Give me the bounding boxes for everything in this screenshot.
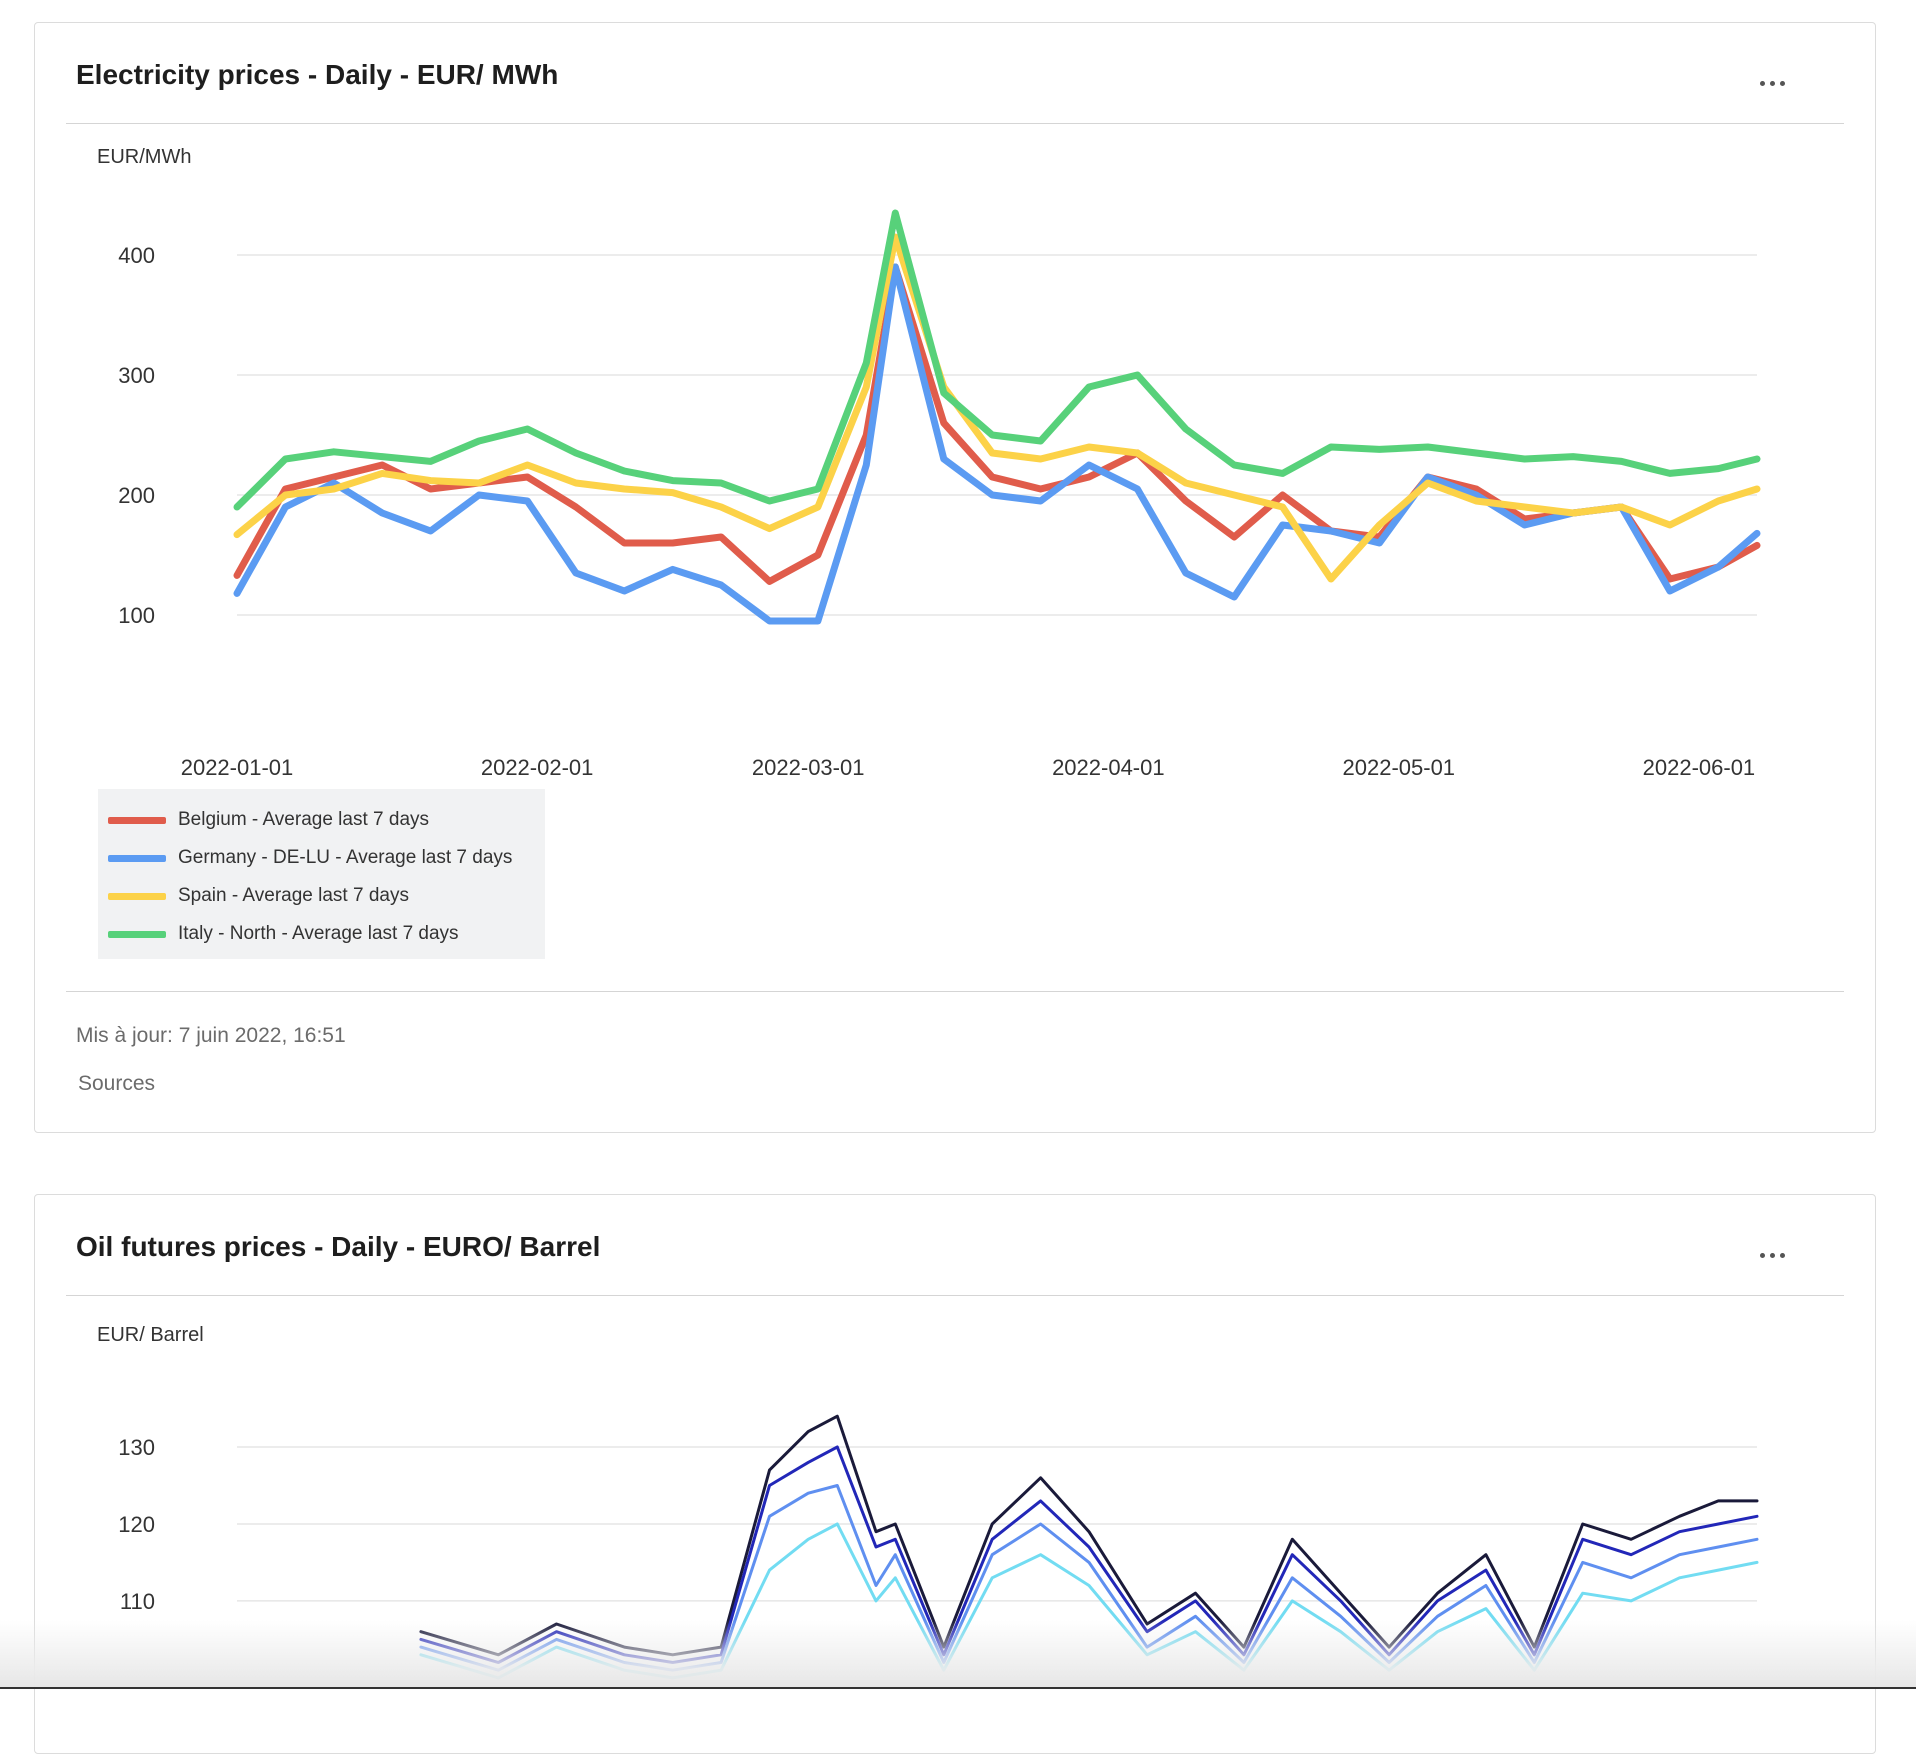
legend-label: Belgium - Average last 7 days xyxy=(178,809,430,830)
x-tick-label: 2022-04-01 xyxy=(1052,755,1165,780)
legend-swatch xyxy=(108,816,166,824)
x-tick-label: 2022-02-01 xyxy=(481,755,594,780)
x-tick-label: 2022-05-01 xyxy=(1343,755,1456,780)
x-tick-label: 2022-06-01 xyxy=(1643,755,1756,780)
electricity-chart-legend: Belgium - Average last 7 days Germany - D… xyxy=(98,789,545,959)
series-line-1 xyxy=(233,263,1761,585)
electricity-chart: EUR/MWh 100 200 300 400 2022-01-01 2022-02-01 2… xyxy=(97,146,1761,780)
y-tick-label: 120 xyxy=(118,1512,155,1537)
oil-chart-title: Oil futures prices - Daily - EURO/ Barre… xyxy=(76,1231,601,1262)
legend-swatch xyxy=(108,892,166,900)
y-tick-label: 130 xyxy=(118,1435,155,1460)
more-options-icon[interactable] xyxy=(1760,1253,1785,1258)
legend-swatch xyxy=(108,854,166,862)
y-tick-label: 200 xyxy=(118,483,155,508)
y-axis-label: EUR/MWh xyxy=(97,146,191,168)
legend-label: Italy - North - Average last 7 days xyxy=(178,923,459,944)
bottom-edge xyxy=(0,1687,1916,1689)
last-updated-text: Mis à jour: 7 juin 2022, 16:51 xyxy=(76,1024,346,1047)
y-axis-label: EUR/ Barrel xyxy=(97,1324,204,1346)
legend-label: Germany - DE-LU - Average last 7 days xyxy=(178,847,513,868)
legend-item[interactable]: Italy - North - Average last 7 days xyxy=(108,915,535,953)
oil-chart-card: Oil futures prices - Daily - EURO/ Barre… xyxy=(34,1194,1876,1754)
legend-item[interactable]: Germany - DE-LU - Average last 7 days xyxy=(108,839,535,877)
series-line-3 xyxy=(419,1484,1759,1672)
title-divider xyxy=(66,123,1844,124)
oil-chart: EUR/ Barrel 110 120 130 xyxy=(97,1324,1759,1680)
title-divider xyxy=(66,1295,1844,1296)
series-line-4 xyxy=(233,209,1761,511)
electricity-chart-card: Electricity prices - Daily - EUR/ MWh EU… xyxy=(34,22,1876,1133)
series-line-3 xyxy=(233,233,1761,583)
series-line-2 xyxy=(233,263,1761,625)
series-line-2 xyxy=(419,1445,1759,1664)
legend-item[interactable]: Spain - Average last 7 days xyxy=(108,877,535,915)
y-tick-label: 400 xyxy=(118,243,155,268)
electricity-chart-title: Electricity prices - Daily - EUR/ MWh xyxy=(76,59,559,90)
sources-link[interactable]: Sources xyxy=(78,1072,156,1095)
x-tick-label: 2022-01-01 xyxy=(181,755,294,780)
legend-swatch xyxy=(108,930,166,938)
legend-label: Spain - Average last 7 days xyxy=(178,885,409,906)
y-tick-label: 110 xyxy=(120,1589,155,1614)
footer-divider xyxy=(66,991,1844,992)
more-options-icon[interactable] xyxy=(1760,81,1785,86)
x-tick-label: 2022-03-01 xyxy=(752,755,865,780)
legend-item[interactable]: Belgium - Average last 7 days xyxy=(108,801,535,839)
y-tick-label: 300 xyxy=(118,363,155,388)
y-tick-label: 100 xyxy=(118,603,155,628)
